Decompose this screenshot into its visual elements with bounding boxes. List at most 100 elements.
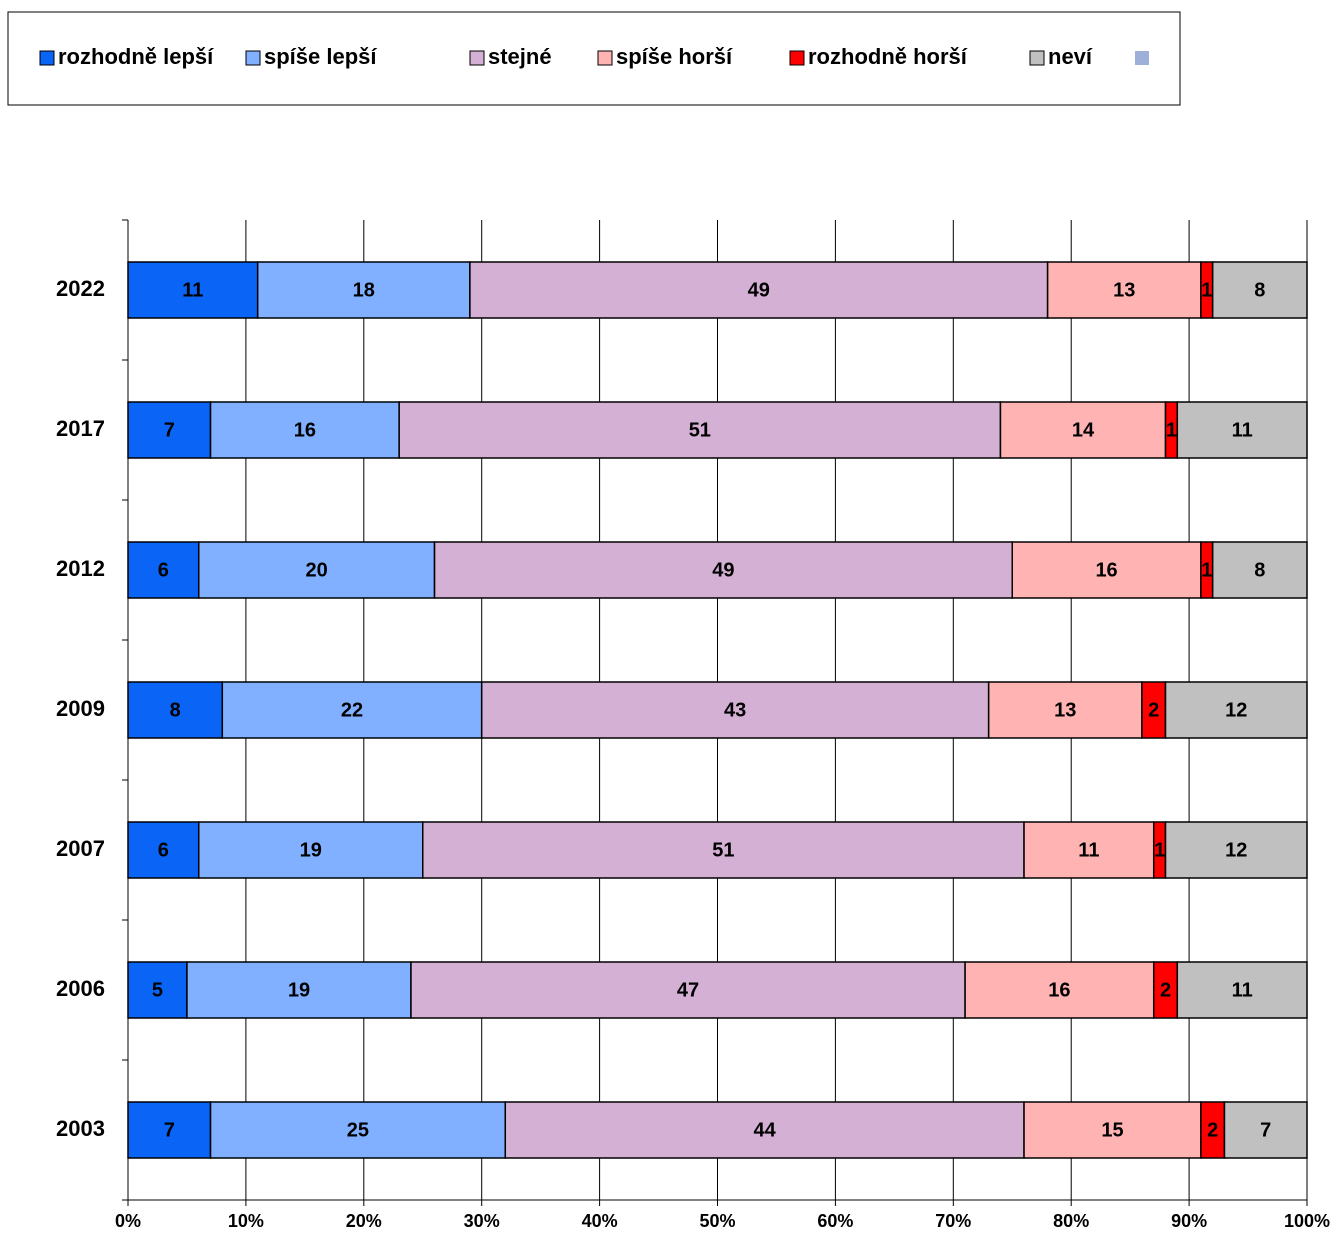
data-label: 19 <box>288 979 310 1001</box>
legend-label: stejné <box>488 44 552 69</box>
x-tick-label: 60% <box>817 1211 853 1231</box>
legend-swatch <box>469 50 485 66</box>
data-label: 8 <box>1254 559 1265 581</box>
data-label: 2 <box>1207 1119 1218 1141</box>
data-label: 16 <box>294 419 316 441</box>
data-label: 16 <box>1048 979 1070 1001</box>
bar-segment <box>127 541 200 599</box>
bar-segment <box>256 261 471 319</box>
legend-swatch <box>245 50 261 66</box>
bar-segment <box>987 681 1143 739</box>
y-tick-label: 2007 <box>56 836 105 861</box>
data-label: 1 <box>1154 839 1165 861</box>
y-tick-label: 2017 <box>56 416 105 441</box>
data-label: 18 <box>353 279 375 301</box>
x-tick-label: 80% <box>1053 1211 1089 1231</box>
data-label: 11 <box>1232 979 1253 1001</box>
data-label: 22 <box>341 699 363 721</box>
data-label: 49 <box>712 559 734 581</box>
x-tick-label: 50% <box>699 1211 735 1231</box>
data-label: 49 <box>748 279 770 301</box>
bar-segment <box>209 401 400 459</box>
bar-segment <box>1046 261 1202 319</box>
bar-segment <box>433 541 1014 599</box>
data-label: 8 <box>170 699 181 721</box>
data-label: 19 <box>300 839 322 861</box>
legend-label: neví <box>1048 44 1093 69</box>
x-tick-label: 0% <box>115 1211 141 1231</box>
legend-swatch <box>1135 51 1149 65</box>
bar-segment <box>197 821 424 879</box>
data-label: 51 <box>712 839 734 861</box>
data-label: 5 <box>152 979 163 1001</box>
legend-label: spíše horší <box>616 44 733 69</box>
x-tick-label: 100% <box>1284 1211 1330 1231</box>
legend-box <box>7 11 1181 106</box>
bar-segment <box>504 1101 1025 1159</box>
bar-segment <box>469 261 1049 319</box>
data-label: 7 <box>1260 1119 1271 1141</box>
data-label: 20 <box>306 559 328 581</box>
data-label: 13 <box>1113 279 1135 301</box>
data-label: 6 <box>158 839 169 861</box>
data-label: 11 <box>182 279 203 301</box>
data-label: 2 <box>1160 979 1171 1001</box>
data-label: 1 <box>1201 559 1212 581</box>
bar-segment <box>209 1101 507 1159</box>
x-tick-label: 40% <box>582 1211 618 1231</box>
bar-segment <box>410 961 966 1019</box>
bar-segment <box>422 821 1025 879</box>
data-label: 7 <box>164 419 175 441</box>
data-label: 8 <box>1254 279 1265 301</box>
y-tick-label: 2006 <box>56 976 105 1001</box>
bar-segment <box>1011 541 1202 599</box>
bar-segment <box>1176 401 1308 459</box>
bar-segment <box>127 261 259 319</box>
bar-segment <box>1164 681 1308 739</box>
data-label: 25 <box>347 1119 369 1141</box>
data-label: 12 <box>1225 699 1247 721</box>
bar-segment <box>1211 261 1308 319</box>
data-label: 15 <box>1101 1119 1123 1141</box>
bar-segment <box>1211 541 1308 599</box>
data-label: 44 <box>754 1119 777 1141</box>
bar-segment <box>1023 821 1155 879</box>
x-tick-label: 90% <box>1171 1211 1207 1231</box>
data-label: 14 <box>1072 419 1095 441</box>
data-label: 1 <box>1166 419 1177 441</box>
bar-segment <box>197 541 436 599</box>
data-label: 16 <box>1095 559 1117 581</box>
y-tick-label: 2003 <box>56 1116 105 1141</box>
data-label: 13 <box>1054 699 1076 721</box>
bar-segment <box>127 681 224 739</box>
data-label: 11 <box>1078 839 1099 861</box>
x-tick-label: 20% <box>346 1211 382 1231</box>
legend-label: spíše lepší <box>264 44 377 69</box>
data-label: 6 <box>158 559 169 581</box>
bar-segment <box>1223 1101 1308 1159</box>
x-tick-label: 10% <box>228 1211 264 1231</box>
data-label: 12 <box>1225 839 1247 861</box>
y-tick-label: 2012 <box>56 556 105 581</box>
legend-swatch <box>789 50 805 66</box>
data-label: 11 <box>1232 419 1253 441</box>
bar-segment <box>480 681 990 739</box>
legend-swatch <box>597 50 613 66</box>
bar-segment <box>1164 821 1308 879</box>
x-tick-label: 30% <box>464 1211 500 1231</box>
legend-swatch <box>1029 50 1045 66</box>
bar-segment <box>127 961 188 1019</box>
data-label: 51 <box>689 419 711 441</box>
bar-segment <box>127 1101 212 1159</box>
data-label: 43 <box>724 699 746 721</box>
data-label: 7 <box>164 1119 175 1141</box>
bar-segment <box>1176 961 1308 1019</box>
legend-label: rozhodně horší <box>808 44 968 69</box>
bar-segment <box>186 961 412 1019</box>
y-tick-label: 2009 <box>56 696 105 721</box>
bar-segment <box>999 401 1167 459</box>
legend-label: rozhodně lepší <box>58 44 214 69</box>
bar-segment <box>221 681 483 739</box>
